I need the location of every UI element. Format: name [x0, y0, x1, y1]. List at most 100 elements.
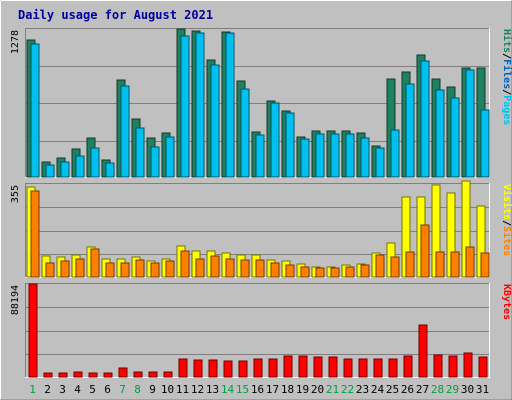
bar-files-day-9 [150, 146, 160, 178]
x-tick-label-day-7: 7 [119, 383, 126, 396]
bar-kbytes-day-3 [58, 372, 68, 378]
bar-sites-day-13 [210, 255, 220, 278]
bar-kbytes-day-11 [178, 358, 188, 378]
bar-files-day-23 [360, 137, 370, 178]
legend-entry-sites: Sites [501, 226, 512, 256]
bar-kbytes-day-8 [133, 371, 143, 378]
x-tick-label-day-24: 24 [371, 383, 385, 396]
bar-kbytes-day-15 [238, 360, 248, 378]
bar-kbytes-day-21 [328, 356, 338, 378]
x-tick-label-day-13: 13 [206, 383, 219, 396]
bar-kbytes-day-24 [373, 358, 383, 378]
bar-sites-day-24 [375, 254, 385, 278]
series-files [30, 32, 490, 178]
x-axis: 1 2 3 4 5 6 7 8 9 10 11 12 13 14 15 16 17 18 19 20 21 22 23 24 2… [29, 383, 489, 396]
bar-files-day-21 [330, 133, 340, 178]
x-tick-label-day-15: 15 [236, 383, 249, 396]
x-tick-label-day-4: 4 [74, 383, 81, 396]
bar-sites-day-4 [75, 258, 85, 278]
bar-sites-day-10 [165, 260, 175, 278]
x-tick-label-day-9: 9 [149, 383, 156, 396]
bar-files-day-13 [210, 64, 220, 178]
bar-sites-day-22 [345, 266, 355, 278]
bar-files-day-10 [165, 136, 175, 178]
bar-sites-day-23 [360, 264, 370, 278]
x-tick-label-day-11: 11 [176, 383, 189, 396]
bar-files-day-26 [405, 83, 415, 178]
x-tick-label-day-26: 26 [401, 383, 414, 396]
bar-files-day-17 [270, 102, 280, 178]
bar-sites-day-12 [195, 258, 205, 278]
x-tick-label-day-16: 16 [251, 383, 264, 396]
bar-sites-day-3 [60, 260, 70, 278]
bar-sites-day-6 [105, 262, 115, 278]
bar-sites-day-31 [480, 252, 490, 278]
panel-top: 1278 Hits/Files/Pages [10, 28, 512, 178]
bar-sites-day-17 [270, 262, 280, 278]
x-tick-label-day-12: 12 [191, 383, 204, 396]
bar-files-day-4 [75, 155, 85, 178]
legend-separator: / [501, 89, 512, 95]
x-tick-label-day-17: 17 [266, 383, 279, 396]
bar-kbytes-day-25 [388, 358, 398, 378]
bar-kbytes-day-22 [343, 358, 353, 378]
x-tick-label-day-6: 6 [104, 383, 111, 396]
bar-sites-day-27 [420, 224, 430, 278]
bar-sites-day-19 [300, 266, 310, 278]
bar-sites-day-21 [330, 267, 340, 278]
legend-separator: / [501, 53, 512, 59]
bar-kbytes-day-27 [418, 324, 428, 378]
bar-kbytes-day-10 [163, 371, 173, 378]
x-tick-label-day-3: 3 [59, 383, 66, 396]
bar-kbytes-day-2 [43, 372, 53, 378]
bar-kbytes-day-12 [193, 359, 203, 378]
bar-files-day-7 [120, 85, 130, 178]
bar-files-day-6 [105, 162, 115, 178]
x-tick-label-day-30: 30 [461, 383, 474, 396]
bar-sites-day-9 [150, 262, 160, 278]
x-tick-label-day-10: 10 [161, 383, 174, 396]
bar-files-day-5 [90, 147, 100, 178]
series-sites [30, 190, 490, 278]
bar-files-day-19 [300, 138, 310, 178]
bar-kbytes-day-14 [223, 360, 233, 378]
bar-kbytes-day-19 [298, 355, 308, 378]
bar-kbytes-day-17 [268, 358, 278, 378]
bar-files-day-3 [60, 161, 70, 178]
panel-mid-legend: Visits/Sites [501, 184, 512, 256]
bar-files-day-31 [480, 109, 490, 178]
bar-files-day-20 [315, 133, 325, 178]
x-tick-label-day-29: 29 [446, 383, 459, 396]
chart-title: Daily usage for August 2021 [18, 8, 213, 22]
bar-kbytes-day-13 [208, 359, 218, 378]
bar-files-day-18 [285, 112, 295, 178]
bar-sites-day-29 [450, 251, 460, 278]
bar-files-day-8 [135, 127, 145, 178]
bar-files-day-11 [180, 35, 190, 178]
x-tick-label-day-19: 19 [296, 383, 309, 396]
legend-entry-kbytes: KBytes [501, 284, 512, 320]
bar-kbytes-day-5 [88, 372, 98, 378]
x-tick-label-day-28: 28 [431, 383, 444, 396]
bar-files-day-16 [255, 134, 265, 178]
panel-top-max-label: 1278 [10, 30, 21, 54]
bar-sites-day-2 [45, 262, 55, 278]
bar-files-day-24 [375, 147, 385, 178]
bar-kbytes-day-26 [403, 355, 413, 378]
bar-files-day-25 [390, 129, 400, 178]
x-tick-label-day-18: 18 [281, 383, 294, 396]
x-tick-label-day-25: 25 [386, 383, 399, 396]
x-tick-label-day-21: 21 [326, 383, 339, 396]
bar-sites-day-18 [285, 264, 295, 278]
bar-sites-day-20 [315, 267, 325, 278]
bar-files-day-2 [45, 164, 55, 178]
series-kbytes [28, 283, 488, 378]
bar-kbytes-day-23 [358, 358, 368, 378]
bar-files-day-30 [465, 69, 475, 178]
bar-files-day-22 [345, 133, 355, 178]
x-tick-label-day-14: 14 [221, 383, 235, 396]
bar-sites-day-7 [120, 262, 130, 278]
bar-sites-day-5 [90, 248, 100, 278]
